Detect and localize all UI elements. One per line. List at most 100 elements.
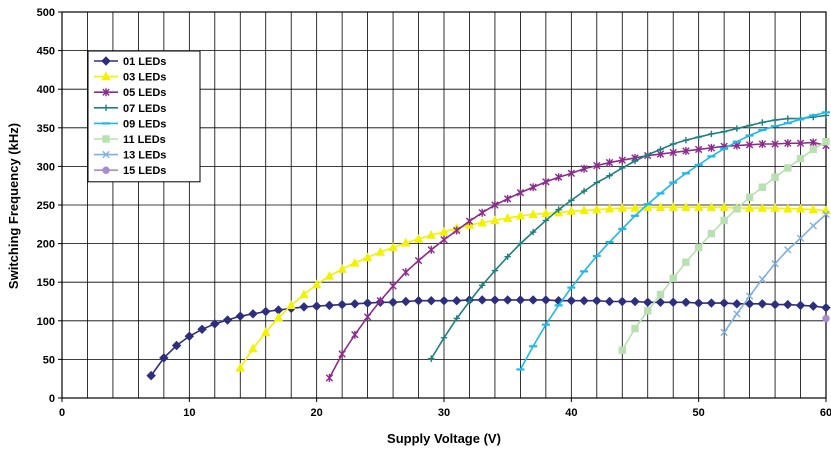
data-point [567, 169, 576, 178]
legend-label: 15 LEDs [123, 165, 166, 177]
data-point [426, 230, 436, 239]
data-point [479, 282, 486, 289]
data-point [362, 252, 373, 262]
data-point [579, 296, 589, 306]
data-point [707, 229, 716, 238]
y-tick-label: 250 [37, 200, 55, 212]
data-point [682, 258, 690, 266]
data-point [720, 128, 728, 135]
data-point [643, 297, 653, 307]
data-point [235, 311, 245, 321]
data-point [222, 315, 233, 325]
data-point [822, 314, 830, 323]
data-point [337, 299, 347, 310]
data-point [528, 295, 538, 305]
data-point [541, 295, 551, 305]
data-point [795, 203, 806, 213]
data-point [719, 202, 729, 212]
data-point [617, 203, 627, 212]
legend-item: 07 LEDs [94, 103, 166, 115]
data-point [745, 193, 754, 201]
data-point [593, 161, 601, 170]
data-point [694, 202, 704, 212]
data-point [693, 298, 704, 308]
data-point [439, 226, 449, 236]
data-point [720, 328, 728, 337]
legend-item: 13 LEDs [94, 150, 166, 162]
data-point [477, 217, 487, 227]
data-point [388, 297, 398, 307]
x-tick-label: 30 [438, 407, 450, 419]
y-tick-label: 450 [37, 46, 55, 58]
y-tick-label: 400 [37, 84, 55, 96]
data-point [744, 299, 755, 309]
data-point [235, 362, 245, 372]
data-point [388, 242, 398, 252]
data-point [491, 201, 499, 209]
data-point [809, 222, 817, 230]
data-point [821, 302, 831, 313]
data-point [707, 143, 716, 152]
axes [58, 11, 827, 402]
data-point [670, 140, 677, 148]
data-point [428, 355, 435, 362]
data-point [784, 164, 792, 172]
data-point [668, 297, 678, 307]
tick-labels: 0 10 20 30 40 50 60 0 50 100 150 200 250 300 350 400 450… [37, 7, 831, 419]
data-point [604, 203, 615, 213]
data-point [363, 312, 372, 321]
series-01-leds [146, 295, 831, 381]
data-point [783, 203, 793, 213]
legend-label: 01 LEDs [123, 56, 166, 68]
data-point [694, 145, 703, 154]
legend-label: 11 LEDs [123, 134, 166, 146]
data-point [771, 259, 779, 268]
data-point [630, 203, 640, 212]
x-tick-label: 60 [820, 407, 831, 419]
data-point [796, 154, 805, 163]
data-point [655, 297, 666, 307]
data-point [554, 173, 563, 182]
data-point [822, 137, 830, 146]
data-point [619, 164, 626, 172]
data-point [491, 267, 499, 274]
data-point [695, 133, 702, 141]
data-point [618, 346, 626, 354]
data-point [515, 295, 526, 305]
data-point [503, 213, 513, 222]
data-point [681, 202, 691, 212]
data-point [389, 282, 397, 291]
data-point [706, 202, 717, 212]
data-point [490, 295, 500, 305]
data-point [146, 370, 156, 381]
legend-label: 05 LEDs [123, 87, 166, 99]
data-point [324, 270, 335, 280]
data-point [502, 295, 513, 305]
data-point [452, 296, 462, 306]
legend-label: 07 LEDs [123, 103, 166, 115]
data-point [808, 301, 818, 311]
legend-label: 13 LEDs [123, 150, 166, 162]
data-point [413, 233, 424, 243]
legend-label: 09 LEDs [123, 118, 166, 130]
y-tick-label: 50 [43, 354, 55, 366]
data-point [490, 215, 500, 225]
data-point [733, 205, 741, 213]
legend-marker [102, 135, 110, 143]
x-tick-label: 10 [183, 407, 195, 419]
legend-item: 03 LEDs [94, 71, 166, 84]
x-tick-label: 50 [693, 407, 705, 419]
data-point [631, 157, 639, 165]
legend-marker [101, 71, 111, 81]
data-point [809, 145, 817, 154]
data-point [171, 340, 182, 351]
legend-marker [102, 88, 110, 97]
data-point [261, 306, 271, 317]
y-tick-label: 0 [49, 393, 55, 405]
data-point [159, 353, 169, 363]
data-point [477, 295, 487, 305]
data-point [299, 289, 309, 299]
data-point [566, 296, 577, 306]
